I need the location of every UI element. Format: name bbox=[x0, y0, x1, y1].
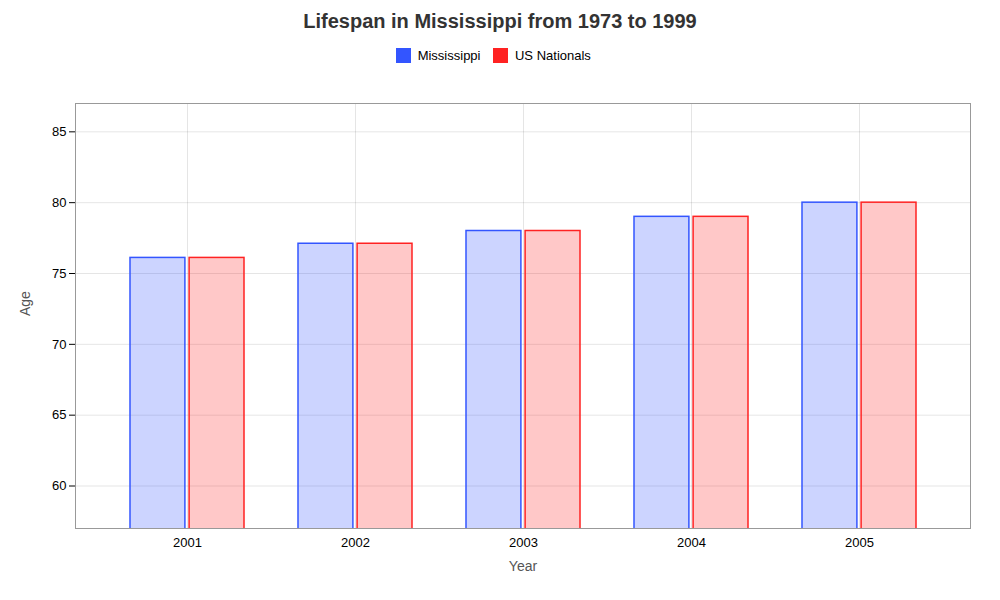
html-text:US Nationals: US Nationals bbox=[515, 48, 591, 63]
svg-text:85: 85 bbox=[52, 123, 66, 138]
svg-text:80: 80 bbox=[52, 194, 66, 209]
svg-text:2005: 2005 bbox=[845, 534, 874, 549]
html-text:Mississippi: Mississippi bbox=[417, 48, 481, 63]
svg-text:2003: 2003 bbox=[509, 534, 538, 549]
svg-text:65: 65 bbox=[52, 407, 66, 422]
svg-text:2004: 2004 bbox=[677, 534, 706, 549]
svg-text:60: 60 bbox=[52, 478, 66, 493]
svg-text:Age: Age bbox=[17, 290, 33, 315]
svg-text:70: 70 bbox=[52, 336, 66, 351]
svg-text:75: 75 bbox=[52, 265, 66, 280]
svg-text:2002: 2002 bbox=[341, 534, 370, 549]
svg-text:Year: Year bbox=[509, 557, 538, 573]
svg-text:2001: 2001 bbox=[173, 534, 202, 549]
html-text:Lifespan in Mississippi from 1: Lifespan in Mississippi from 1973 to 199… bbox=[303, 10, 697, 32]
